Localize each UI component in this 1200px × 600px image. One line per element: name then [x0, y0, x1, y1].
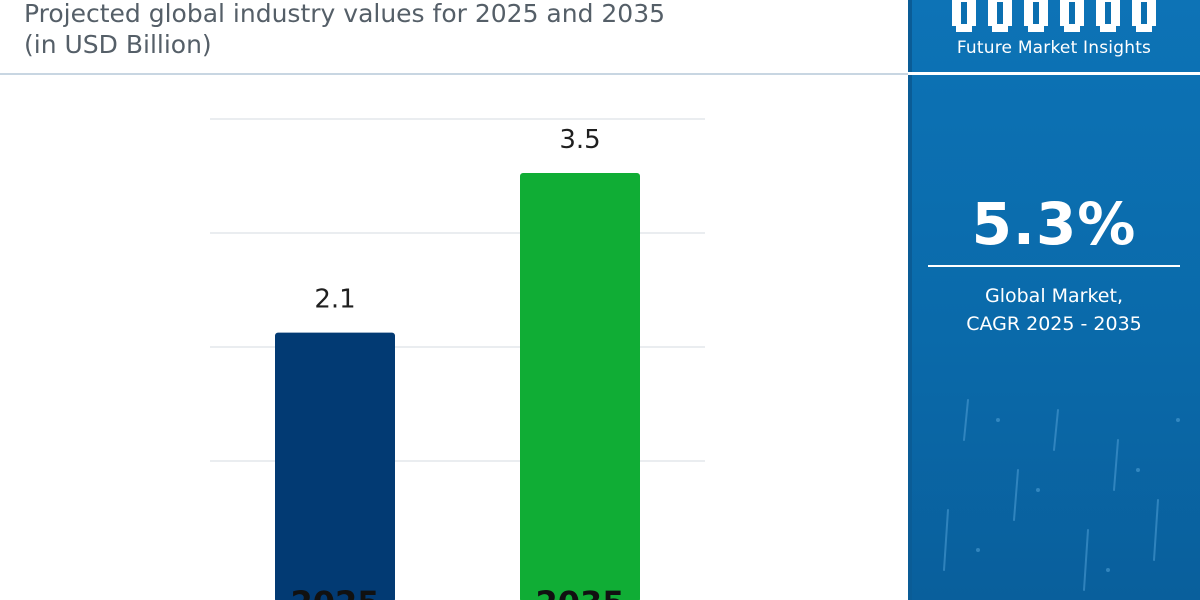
bar-2025 [275, 332, 395, 600]
chart-area: Projected global industry values for 202… [0, 0, 908, 600]
cagr-panel: Future Market Insights 5.3% Global Marke… [908, 0, 1200, 600]
panel-edge [908, 0, 912, 600]
brand-name: Future Market Insights [956, 38, 1152, 58]
value-labels: 2.1 3.5 [314, 125, 600, 315]
building-columns-icon [952, 0, 1156, 32]
cagr-divider [928, 265, 1180, 267]
bar-2035 [520, 173, 640, 600]
decorative-pattern [943, 399, 1180, 591]
x-tick-labels: 2025 2035 [290, 584, 624, 600]
chart-subtitle: Projected global industry values for 202… [24, 0, 666, 28]
chart-unit-note: (in USD Billion) [24, 30, 212, 59]
bars [275, 173, 640, 600]
header-divider [0, 73, 908, 75]
cagr-label-line1: Global Market, [984, 285, 1123, 307]
cagr-value: 5.3% [971, 190, 1137, 258]
x-tick-2025: 2025 [290, 584, 379, 600]
bar-chart: 2.1 3.5 2025 2035 [210, 118, 705, 600]
panel-top-divider [908, 72, 1200, 75]
cagr-label: Global Market, CAGR 2025 - 2035 [908, 282, 1200, 338]
cagr-label-line2: CAGR 2025 - 2035 [966, 313, 1142, 335]
value-label-2035: 3.5 [559, 125, 600, 155]
chart-header: Projected global industry values for 202… [24, 0, 904, 60]
x-tick-2035: 2035 [535, 584, 624, 600]
value-label-2025: 2.1 [314, 285, 355, 315]
